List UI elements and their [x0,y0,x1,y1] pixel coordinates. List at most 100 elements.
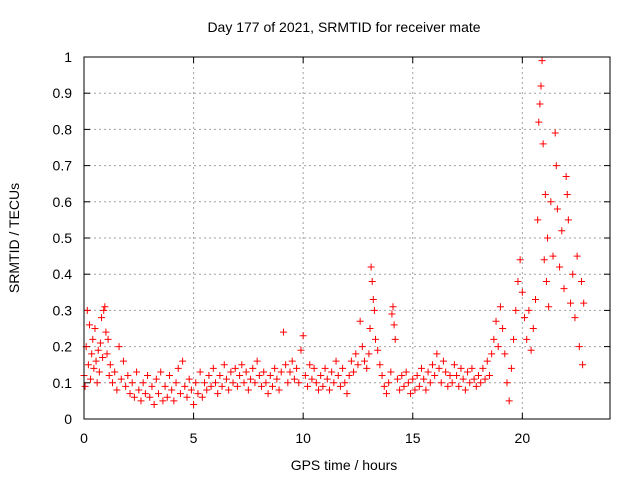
y-tick-label: 0.9 [53,85,73,101]
data-point [407,390,415,398]
data-point [343,390,351,398]
data-point [516,256,524,264]
x-axis-label: GPS time / hours [291,457,398,473]
data-point [323,375,331,383]
data-point [536,100,544,108]
data-point [87,375,95,383]
data-point [422,386,430,394]
data-point [130,393,138,401]
data-point [365,350,373,358]
data-point [575,343,583,351]
data-point [356,317,364,325]
data-point [135,386,143,394]
data-point [282,361,290,369]
data-point [144,372,152,380]
x-tick-label: 10 [295,430,311,446]
data-point [93,379,101,387]
data-point [105,372,113,380]
data-point [347,357,355,365]
data-point [146,393,154,401]
data-point [433,350,441,358]
data-point [404,379,412,387]
data-point [464,368,472,376]
data-point [545,303,553,311]
data-point [521,314,529,322]
y-tick-label: 0 [64,411,72,427]
data-point [108,379,116,387]
data-point [400,382,408,390]
data-point [238,361,246,369]
data-point [439,357,447,365]
data-point [295,379,303,387]
y-tick-label: 0.6 [53,194,73,210]
data-point [539,140,547,148]
data-point [271,364,279,372]
data-point [325,386,333,394]
data-point [461,386,469,394]
data-point [366,325,374,332]
data-point [363,364,371,372]
data-point [304,382,312,390]
y-tick-label: 0.2 [53,339,73,355]
data-point [92,357,100,365]
data-point [569,270,577,278]
data-point [222,375,230,383]
data-point [251,379,259,387]
data-point [367,263,375,271]
data-point [551,129,559,137]
y-axis-label: SRMTID / TECUs [6,183,22,293]
data-point [376,361,384,369]
data-point [420,375,428,383]
data-point [212,379,219,387]
data-point [573,252,581,260]
data-point [225,386,233,394]
data-point [194,390,202,398]
data-point [382,390,390,398]
data-point [496,303,504,311]
data-point [579,361,587,369]
data-point [115,343,123,351]
data-point [168,386,176,394]
x-tick-label: 15 [405,430,421,446]
data-point [106,361,114,369]
data-point [391,335,399,343]
data-point [549,252,557,260]
data-point [330,379,338,387]
data-point [176,390,184,398]
data-point [385,379,393,387]
data-point [94,346,102,354]
data-point [527,346,535,354]
data-point [90,364,98,372]
data-point [411,386,419,394]
data-point [334,372,342,380]
y-tick-label: 1 [64,49,72,65]
data-point [233,382,241,390]
data-point [84,361,92,369]
data-point [562,172,570,180]
data-point [448,379,456,387]
data-point [157,368,165,376]
data-point [306,361,314,369]
data-point [393,375,401,383]
data-point [255,372,263,380]
data-point [310,364,318,372]
data-point [185,375,193,383]
data-point [101,303,109,311]
data-point [218,382,226,390]
data-point [450,361,458,369]
data-point [209,364,217,372]
data-point [91,325,99,332]
y-tick-label: 0.5 [53,230,73,246]
data-point [564,216,572,224]
data-point [442,368,450,376]
data-point [264,390,272,398]
data-point [354,361,362,369]
data-point [339,364,347,372]
data-point [490,335,498,343]
data-point [103,350,111,358]
data-point [174,364,182,372]
data-point [336,382,344,390]
data-point [301,372,309,380]
data-point [426,379,434,387]
